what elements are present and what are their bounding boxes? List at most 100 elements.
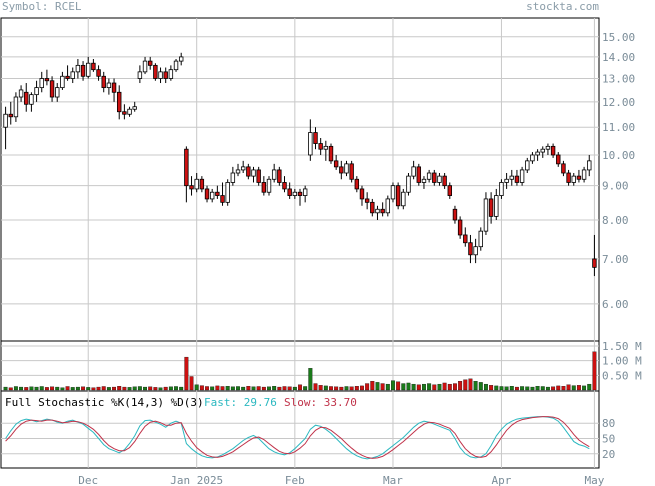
candle <box>519 166 525 186</box>
volume-bar <box>344 386 349 391</box>
candle <box>49 76 55 102</box>
candle-body <box>421 178 427 183</box>
candle-body <box>44 78 50 82</box>
candle-body <box>148 60 153 66</box>
candle-body <box>395 185 401 207</box>
candle <box>251 166 256 183</box>
candle-body <box>142 60 148 73</box>
candle <box>473 238 478 264</box>
x-tick-label: Mar <box>383 474 403 486</box>
candle <box>266 176 272 196</box>
candle-body <box>65 75 70 79</box>
candle-body <box>494 195 499 217</box>
candle <box>447 182 452 199</box>
candle-body <box>168 69 174 79</box>
candle <box>127 106 132 117</box>
candle-body <box>390 185 396 200</box>
candle <box>318 137 323 155</box>
candle-body <box>39 78 44 89</box>
candle-body <box>416 166 422 183</box>
volume-bar <box>303 386 308 391</box>
candle <box>261 176 267 196</box>
candle <box>55 83 60 102</box>
volume-bar <box>592 351 597 391</box>
candle <box>344 160 349 177</box>
candle-body <box>308 132 313 156</box>
candle <box>256 166 261 186</box>
volume-bar <box>556 385 561 391</box>
volume-bar <box>504 386 509 391</box>
volume-bar <box>298 384 302 391</box>
candle <box>24 83 29 112</box>
candle <box>390 182 396 203</box>
candle <box>132 101 137 112</box>
y-tick-label: 14.00 <box>602 51 635 64</box>
volume-bar <box>230 386 235 391</box>
volume-bar <box>313 383 318 391</box>
candle <box>468 234 473 264</box>
candle-body <box>457 219 463 236</box>
candle <box>411 160 416 180</box>
candle <box>111 78 117 102</box>
candle <box>442 173 447 189</box>
candle-body <box>519 169 525 183</box>
candle-body <box>375 208 380 214</box>
candle-body <box>194 178 199 190</box>
candle <box>277 166 282 186</box>
y-tick-label: 1.50 M <box>602 340 642 353</box>
volume-bar <box>19 386 24 391</box>
site-label[interactable]: stockta.com <box>526 0 599 13</box>
y-tick-label: 8.00 <box>602 214 629 227</box>
volume-bar <box>520 386 525 391</box>
volume-bar <box>132 386 137 391</box>
y-tick-label: 11.00 <box>602 121 635 134</box>
volume-bar <box>272 386 277 391</box>
candle-body <box>432 172 437 183</box>
volume-bar <box>267 386 271 391</box>
volume-bar <box>205 386 209 391</box>
candle <box>483 192 489 235</box>
candle <box>494 188 499 221</box>
candle <box>592 234 597 277</box>
volume-bar <box>287 386 292 391</box>
candle-body <box>246 166 251 177</box>
volume-bar <box>39 386 44 391</box>
volume-bar <box>494 385 499 391</box>
candle <box>339 160 344 180</box>
fast-line <box>5 416 590 460</box>
chart-frame <box>0 17 600 469</box>
volume-bar <box>509 386 514 391</box>
candle-body <box>271 169 277 180</box>
candle <box>323 140 329 161</box>
x-tick-label: Jan 2025 <box>170 474 223 486</box>
candle <box>204 185 210 203</box>
candle-body <box>163 71 168 79</box>
volume-bar <box>406 382 411 391</box>
candle <box>540 146 545 158</box>
candle <box>80 61 86 81</box>
candle <box>452 205 458 224</box>
stochastic-title: Full Stochastic %K(14,3) %D(3) <box>5 396 204 409</box>
volume-bar <box>349 386 354 391</box>
volume-bar <box>117 386 122 391</box>
candle <box>545 143 551 155</box>
volume-bar <box>241 386 246 391</box>
candle-body <box>184 148 189 187</box>
volume-bar <box>370 381 375 391</box>
candle-body <box>70 71 75 79</box>
candle <box>215 185 220 199</box>
volume-bar <box>60 387 65 391</box>
x-tick-label: May <box>584 474 604 486</box>
volume-bar <box>308 368 313 391</box>
candle <box>29 92 34 112</box>
volume-bar <box>401 383 406 391</box>
y-tick-label: 13.00 <box>602 73 635 86</box>
candle <box>44 69 50 86</box>
volume-bar <box>168 386 173 391</box>
candle-body <box>447 185 452 196</box>
candle-body <box>122 111 127 115</box>
candle <box>571 173 576 186</box>
candle-body <box>199 178 205 190</box>
x-tick-label: Dec <box>78 474 98 486</box>
